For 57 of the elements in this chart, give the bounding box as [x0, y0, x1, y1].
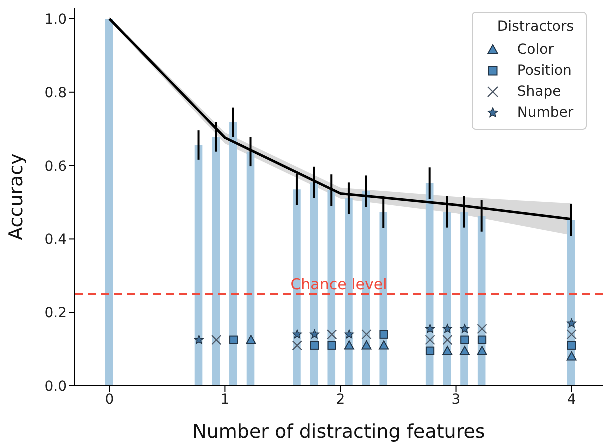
- point: [326, 330, 338, 340]
- point: [566, 330, 577, 340]
- x-tick-label: 4: [567, 392, 576, 408]
- legend-title: Distractors: [496, 19, 574, 35]
- point: [477, 346, 488, 356]
- point: [442, 324, 452, 334]
- point: [477, 324, 488, 334]
- point: [211, 335, 222, 346]
- point: [246, 335, 256, 344]
- point: [292, 340, 303, 351]
- point: [442, 335, 453, 346]
- point: [230, 336, 238, 344]
- point: [478, 336, 487, 344]
- bar: [105, 19, 114, 386]
- y-tick-label: 0.6: [44, 158, 68, 175]
- y-tick-label: 0.8: [44, 85, 67, 102]
- point: [292, 330, 302, 339]
- x-tick-label: 0: [105, 392, 114, 408]
- point: [328, 341, 336, 350]
- point: [460, 336, 470, 344]
- point: [425, 335, 436, 346]
- point: [566, 352, 577, 361]
- point: [194, 335, 204, 344]
- legend-label: Position: [517, 62, 572, 78]
- legend-label: Shape: [517, 84, 562, 100]
- bar: [212, 137, 220, 386]
- point: [442, 346, 453, 356]
- bar: [345, 198, 353, 386]
- point: [344, 330, 354, 339]
- y-tick-label: 0.4: [44, 232, 68, 248]
- x-tick-label: 2: [336, 392, 346, 408]
- y-tick-label: 1.0: [44, 12, 67, 28]
- point: [567, 318, 576, 328]
- point: [310, 341, 320, 350]
- point: [344, 340, 354, 350]
- point: [380, 330, 388, 339]
- legend-label: Color: [517, 42, 554, 58]
- x-axis-title: Number of distracting features: [192, 421, 486, 442]
- point: [379, 340, 390, 350]
- point: [362, 340, 372, 350]
- x-tick-label: 3: [452, 392, 461, 408]
- point: [310, 330, 320, 339]
- point: [362, 330, 372, 340]
- y-axis-title: Accuracy: [6, 154, 28, 240]
- point: [426, 346, 435, 356]
- bar: [194, 145, 203, 386]
- ref-line-label: Chance level: [290, 275, 388, 294]
- point: [426, 324, 435, 334]
- bar: [246, 152, 255, 386]
- y-tick-label: 0.2: [44, 306, 67, 322]
- point: [460, 324, 470, 334]
- point: [567, 341, 576, 350]
- x-tick-label: 1: [220, 392, 230, 408]
- bar: [230, 122, 238, 386]
- point: [460, 346, 470, 356]
- y-tick-label: 0.0: [44, 378, 67, 395]
- legend-label: Number: [517, 104, 574, 120]
